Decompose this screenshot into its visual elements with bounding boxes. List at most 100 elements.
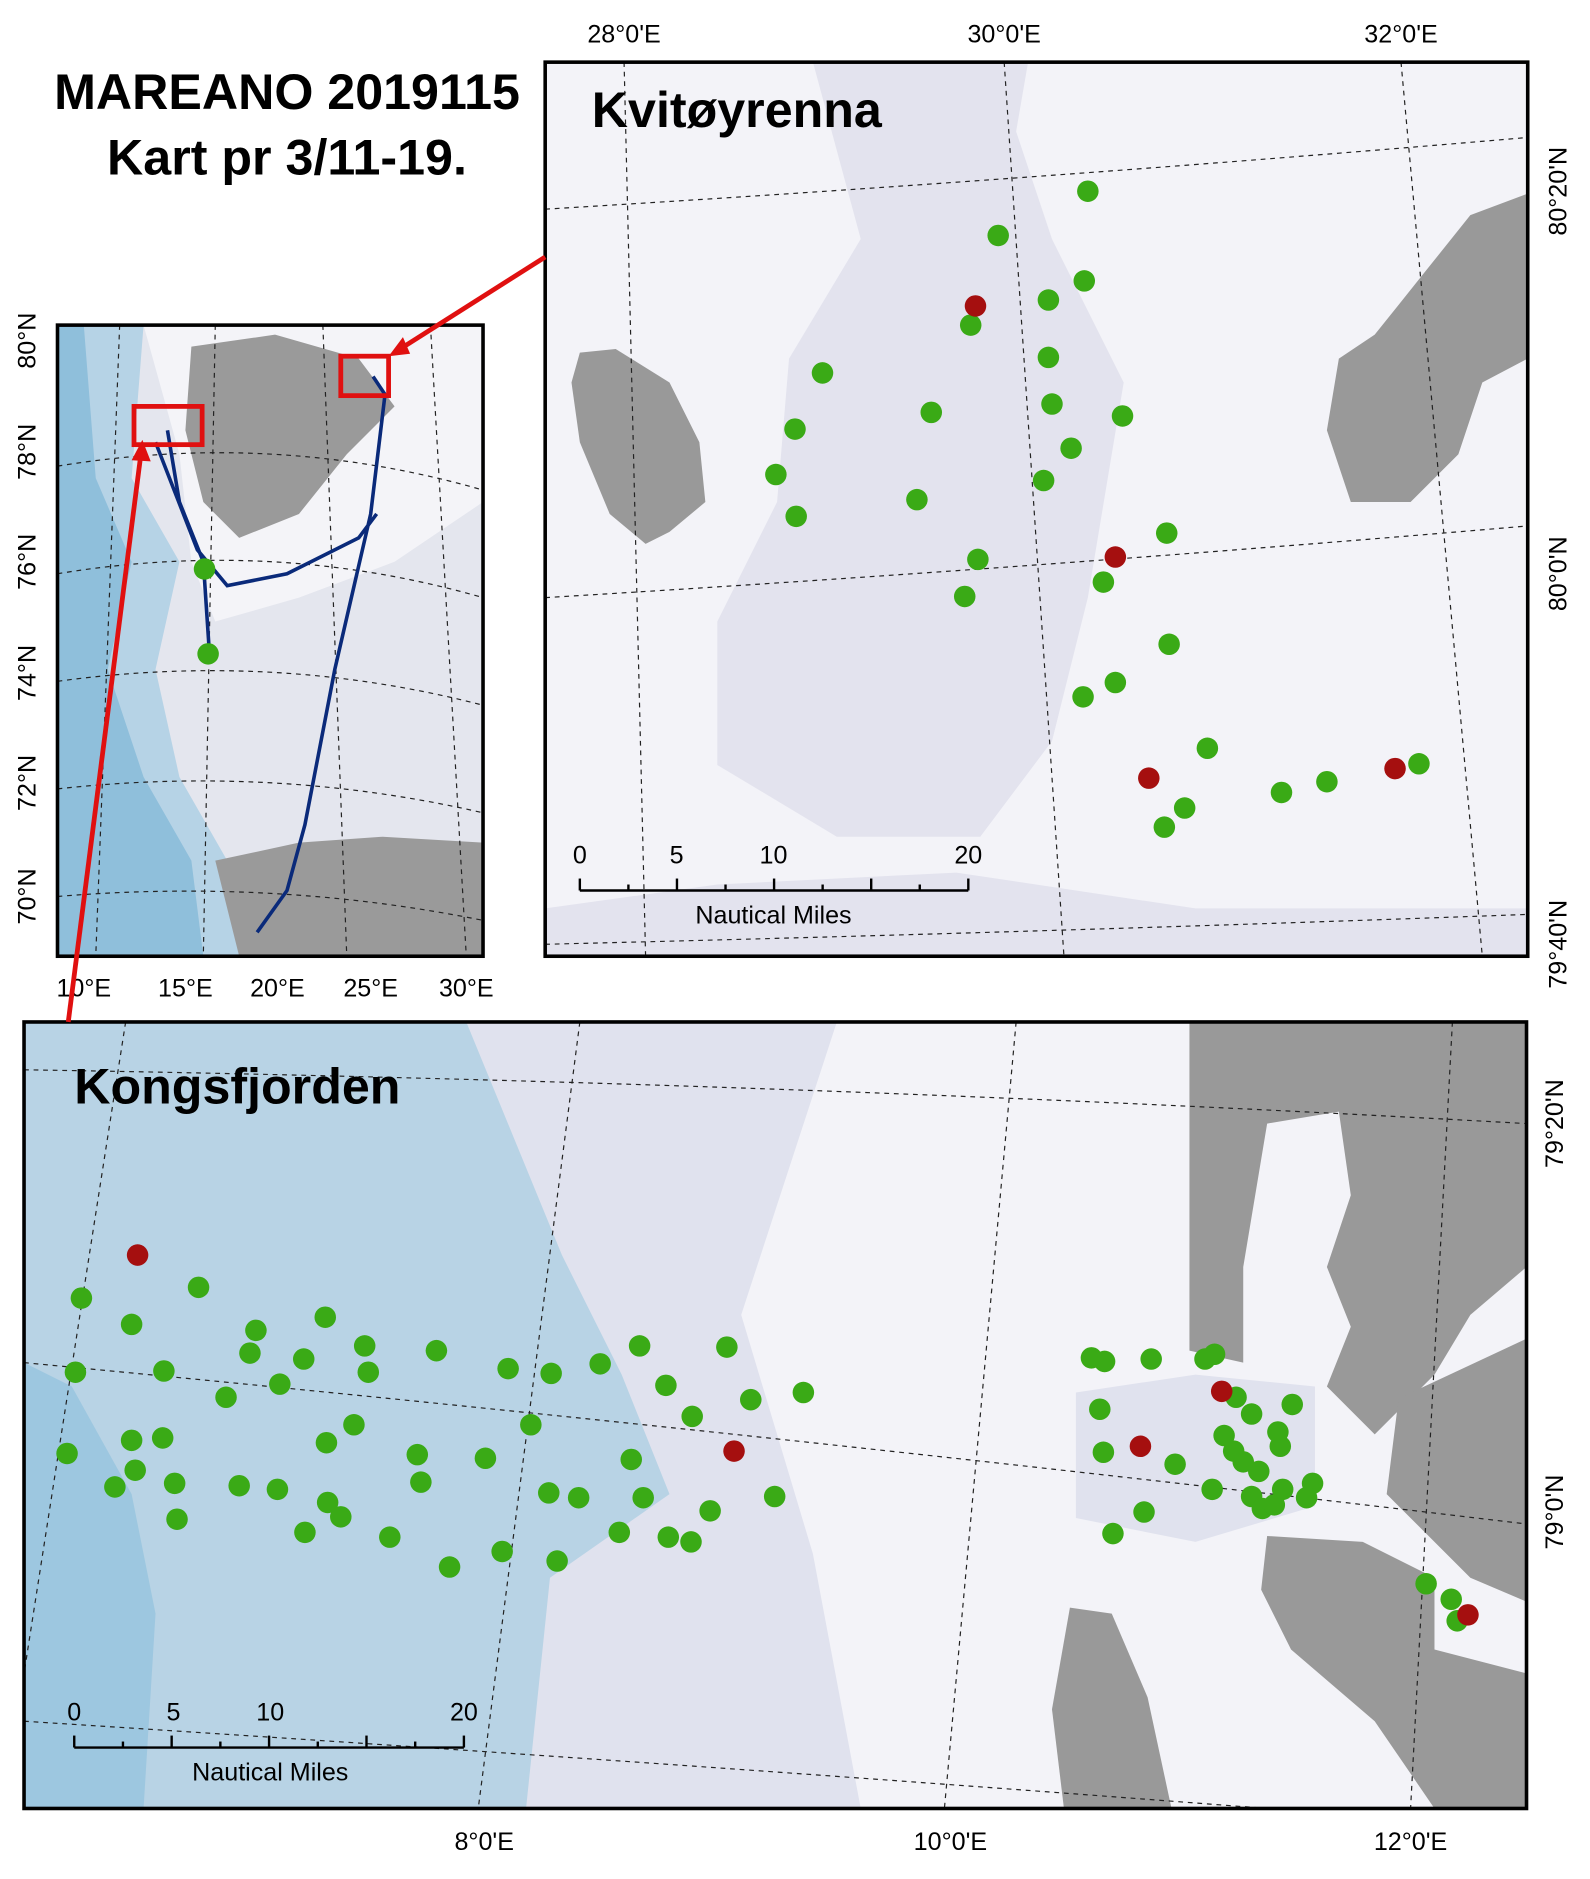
lon-label: 28°0'E xyxy=(587,20,660,48)
station-green xyxy=(959,314,982,336)
station-green xyxy=(1077,180,1099,203)
station-red xyxy=(723,1440,745,1462)
station-green xyxy=(1133,1501,1155,1523)
station-green xyxy=(785,505,807,528)
station-green xyxy=(953,585,976,608)
station-green xyxy=(1270,781,1293,804)
panel-title: Kvitøyrenna xyxy=(592,82,883,138)
lat-label: 72°N xyxy=(13,755,41,811)
lat-label: 79°0'N xyxy=(1541,1475,1569,1550)
lon-label: 8°0'E xyxy=(454,1828,513,1856)
station-green xyxy=(314,1306,337,1328)
scale-label: 0 xyxy=(573,842,587,870)
station-green xyxy=(353,1335,376,1357)
station-green xyxy=(166,1508,188,1530)
station-green xyxy=(343,1414,365,1436)
station-green xyxy=(811,362,834,384)
station-green xyxy=(967,548,989,571)
panel-title: Kongsfjorden xyxy=(74,1058,400,1114)
lat-label: 80°20'N xyxy=(1545,147,1573,236)
kvitoyrenna-map xyxy=(545,62,1528,957)
pointer-arrows xyxy=(65,254,547,1023)
station-green xyxy=(699,1500,721,1522)
station-green xyxy=(215,1386,237,1409)
station-green xyxy=(546,1550,568,1572)
station-green xyxy=(292,1348,315,1370)
station-green xyxy=(1037,289,1060,311)
station-green xyxy=(410,1471,432,1493)
station-green xyxy=(1093,1350,1116,1373)
station-green xyxy=(608,1521,631,1544)
station-green xyxy=(632,1486,654,1509)
station-green xyxy=(1440,1588,1462,1611)
station-green xyxy=(438,1556,461,1578)
scale-label: 10 xyxy=(256,1699,284,1727)
station-green xyxy=(567,1486,590,1509)
station-green xyxy=(491,1540,513,1563)
station-green xyxy=(1104,671,1127,694)
scale-label: 10 xyxy=(760,842,788,870)
station-green xyxy=(657,1526,680,1548)
station-red xyxy=(126,1244,149,1266)
scale-unit: Nautical Miles xyxy=(192,1758,348,1786)
station-green xyxy=(1295,1486,1318,1509)
station-green xyxy=(151,1427,174,1449)
station-green xyxy=(56,1442,78,1465)
lon-label: 20°E xyxy=(250,974,305,1002)
station-green xyxy=(987,224,1009,247)
scale-label: 20 xyxy=(954,842,982,870)
station-red xyxy=(1210,1380,1233,1403)
lat-label: 78°N xyxy=(13,424,41,480)
station-red xyxy=(1457,1604,1479,1626)
station-green xyxy=(1092,571,1115,593)
station-green xyxy=(1213,1424,1235,1447)
station-green xyxy=(1102,1522,1124,1545)
station-green xyxy=(1408,753,1430,775)
station-green xyxy=(680,1531,702,1553)
station-green xyxy=(1037,346,1060,369)
scale-label: 0 xyxy=(67,1699,81,1727)
station-green xyxy=(104,1476,126,1498)
kvitoyrenna-frame xyxy=(543,60,1530,959)
lat-label: 80°0'N xyxy=(1545,536,1573,611)
lon-label: 12°0'E xyxy=(1374,1828,1447,1856)
overview-frame xyxy=(55,323,485,959)
station-green xyxy=(1240,1403,1263,1425)
station-green xyxy=(120,1313,143,1336)
station-green xyxy=(1111,405,1134,427)
station-green xyxy=(187,1276,210,1299)
station-green xyxy=(120,1429,143,1452)
station-green xyxy=(589,1353,611,1375)
title-line: MAREANO 2019115 xyxy=(54,64,520,120)
lon-label: 25°E xyxy=(343,974,398,1002)
station-green xyxy=(1203,1343,1226,1366)
station-green xyxy=(269,1373,291,1395)
lat-label: 74°N xyxy=(13,645,41,701)
station-green xyxy=(1173,797,1196,819)
station-green xyxy=(1201,1478,1223,1501)
station-green xyxy=(792,1381,815,1404)
station-green xyxy=(474,1447,497,1470)
station-green xyxy=(1155,522,1178,544)
station-green xyxy=(538,1482,560,1504)
station-green xyxy=(1263,1494,1286,1516)
scale-label: 20 xyxy=(450,1699,478,1727)
station-red xyxy=(1384,757,1406,780)
title-line: Kart pr 3/11-19. xyxy=(107,130,467,186)
station-red xyxy=(1138,767,1160,789)
station-green xyxy=(379,1526,401,1548)
station-green xyxy=(406,1443,429,1466)
station-green xyxy=(1248,1460,1270,1483)
station-red xyxy=(964,295,987,317)
station-green xyxy=(1060,437,1082,459)
station-green xyxy=(239,1342,261,1364)
station-green xyxy=(681,1405,703,1428)
station-green xyxy=(153,1360,175,1382)
station-green xyxy=(1032,469,1055,492)
lon-label: 10°E xyxy=(56,974,111,1002)
station-green xyxy=(1072,686,1094,708)
station-green xyxy=(266,1478,289,1501)
station-green xyxy=(163,1472,186,1495)
